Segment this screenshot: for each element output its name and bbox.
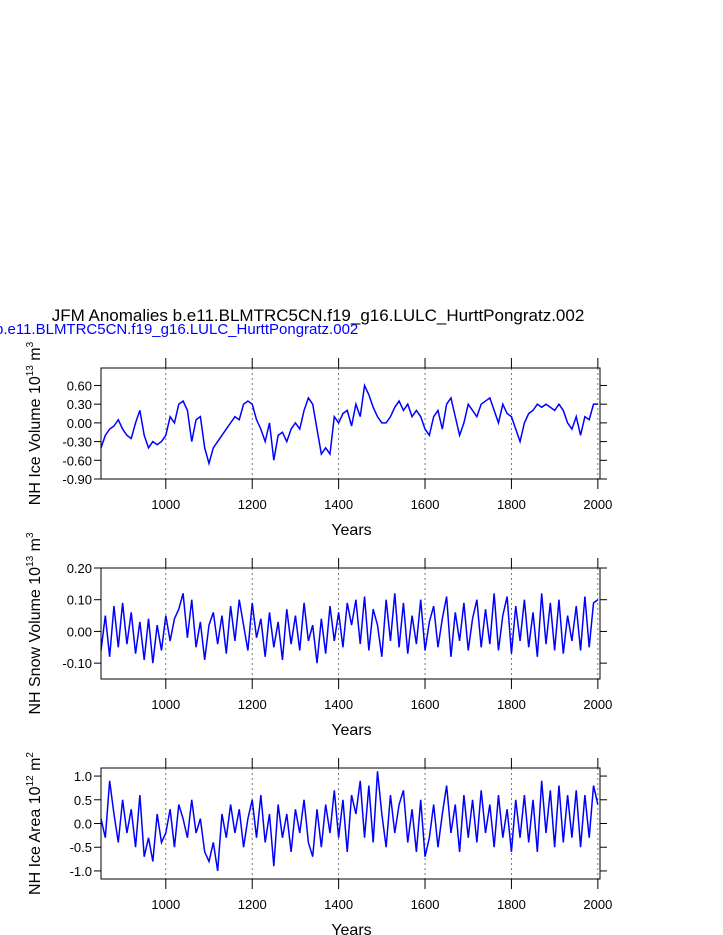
x-tick-label: 1800 bbox=[497, 497, 526, 512]
y-axis-title-part: 13 bbox=[25, 555, 36, 567]
y-axis-title-part: 2 bbox=[25, 752, 36, 758]
x-tick-label: 1400 bbox=[324, 497, 353, 512]
x-tick-label: 1200 bbox=[238, 697, 267, 712]
y-tick-label: 0.20 bbox=[67, 561, 92, 576]
y-axis-title-part: 12 bbox=[25, 775, 36, 787]
y-tick-label: -0.5 bbox=[70, 840, 92, 855]
x-tick-label: 1400 bbox=[324, 897, 353, 912]
y-axis-title-part: NH Ice Area 10 bbox=[27, 786, 44, 895]
x-tick-label: 1200 bbox=[238, 497, 267, 512]
y-axis-title-part: 3 bbox=[25, 532, 36, 538]
y-axis-title-part: m bbox=[27, 347, 44, 365]
x-tick-label: 1600 bbox=[411, 497, 440, 512]
chart-title: JFM Anomalies b.e11.BLMTRC5CN.f19_g16.LU… bbox=[52, 306, 585, 325]
data-line bbox=[100, 593, 599, 664]
plot-frame bbox=[100, 567, 601, 680]
y-tick-label: 1.0 bbox=[74, 769, 92, 784]
x-tick-label: 1600 bbox=[411, 897, 440, 912]
y-tick-label: 0.10 bbox=[67, 593, 92, 608]
y-tick-label: 0.5 bbox=[74, 793, 92, 808]
x-tick-label: 1000 bbox=[151, 897, 180, 912]
y-tick-label: 0.00 bbox=[67, 416, 92, 431]
y-axis-title-part: 13 bbox=[25, 365, 36, 377]
x-tick-label: 2000 bbox=[583, 497, 612, 512]
y-axis-title-part: m bbox=[27, 758, 44, 776]
y-tick-label: 0.30 bbox=[67, 397, 92, 412]
x-tick-label: 2000 bbox=[583, 897, 612, 912]
plot-frame bbox=[100, 767, 601, 880]
y-tick-label: 0.60 bbox=[67, 378, 92, 393]
y-tick-label: -0.10 bbox=[62, 656, 92, 671]
data-line bbox=[100, 382, 598, 467]
x-tick-label: 2000 bbox=[583, 697, 612, 712]
y-axis-title-part: NH Snow Volume 10 bbox=[27, 567, 44, 715]
y-tick-label: 0.00 bbox=[67, 624, 92, 639]
x-tick-label: 1800 bbox=[497, 897, 526, 912]
y-axis-title-part: m bbox=[27, 538, 44, 556]
x-tick-label: 1400 bbox=[324, 697, 353, 712]
x-axis-title: Years bbox=[331, 522, 371, 539]
y-tick-label: -0.90 bbox=[62, 472, 92, 487]
y-axis-title: NH Ice Area 1012 m2 bbox=[25, 752, 44, 895]
y-tick-label: -1.0 bbox=[70, 864, 92, 879]
plot-frame bbox=[100, 367, 601, 480]
y-axis-title: NH Snow Volume 1013 m3 bbox=[25, 532, 44, 715]
data-line bbox=[100, 771, 599, 872]
chart-subtitle: b.e11.BLMTRC5CN.f19_g16.LULC_HurttPongra… bbox=[0, 321, 358, 338]
x-tick-label: 1000 bbox=[151, 497, 180, 512]
y-axis-title-part: NH Ice Volume 10 bbox=[27, 376, 44, 505]
y-tick-label: 0.0 bbox=[74, 817, 92, 832]
y-tick-label: -0.60 bbox=[62, 453, 92, 468]
x-tick-label: 1800 bbox=[497, 697, 526, 712]
y-axis-title-part: 3 bbox=[25, 341, 36, 347]
y-tick-label: -0.30 bbox=[62, 435, 92, 450]
y-axis-title: NH Ice Volume 1013 m3 bbox=[25, 341, 44, 505]
x-axis-title: Years bbox=[331, 722, 371, 739]
x-tick-label: 1200 bbox=[238, 897, 267, 912]
x-tick-label: 1000 bbox=[151, 697, 180, 712]
x-tick-label: 1600 bbox=[411, 697, 440, 712]
x-axis-title: Years bbox=[331, 922, 371, 935]
